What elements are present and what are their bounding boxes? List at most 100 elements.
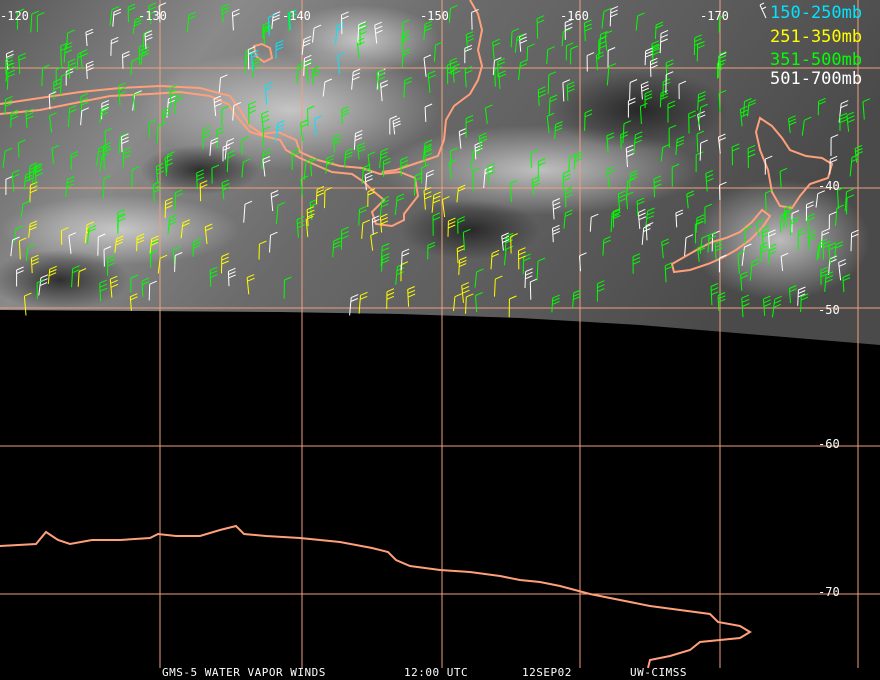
wind-barb <box>633 131 643 154</box>
wind-barb <box>661 238 670 259</box>
wind-barb <box>357 142 366 160</box>
wind-barb <box>303 157 314 180</box>
wind-barb <box>296 216 305 238</box>
wind-barb <box>231 8 240 31</box>
wind-barb <box>122 50 130 69</box>
wind-barb <box>414 172 423 196</box>
wind-barb <box>310 158 318 177</box>
wind-barb <box>162 107 171 125</box>
wind-barb <box>584 109 593 131</box>
wind-barb <box>509 180 518 202</box>
wind-barb <box>492 57 502 76</box>
wind-barb <box>401 48 411 68</box>
wind-barb <box>51 144 60 164</box>
grid-labels: -120 -130 -140 -150 -160 -170 -40 -50 -6… <box>0 9 840 599</box>
wind-barb <box>772 295 782 318</box>
wind-barb <box>551 294 560 313</box>
wind-barb <box>601 7 612 29</box>
wind-barb <box>718 254 727 273</box>
wind-barb <box>829 155 838 175</box>
wind-barb <box>800 293 809 313</box>
wind-barb <box>85 60 94 80</box>
wind-barb <box>226 150 236 173</box>
wind-barb <box>109 275 119 298</box>
wind-barb <box>314 115 322 137</box>
wind-barb <box>71 265 80 288</box>
wind-barb <box>131 166 140 188</box>
wind-barb <box>291 148 300 171</box>
wind-barb <box>5 175 14 195</box>
wind-barb <box>474 268 484 288</box>
wind-barb <box>716 59 725 79</box>
wind-barb <box>361 219 370 239</box>
wind-barb <box>303 54 312 76</box>
wind-barb <box>462 228 471 251</box>
wind-barb <box>552 198 561 220</box>
wind-barb <box>269 231 278 253</box>
wind-barb <box>862 98 871 120</box>
wind-barb <box>221 253 229 274</box>
wind-barb <box>307 105 315 127</box>
wind-barb <box>379 148 389 168</box>
wind-barb <box>379 196 390 217</box>
coastline-south-island <box>670 208 772 274</box>
coastline-east-landmass <box>381 0 484 173</box>
wind-barb <box>209 266 218 287</box>
wind-barb <box>837 186 845 209</box>
wind-barb <box>635 12 645 31</box>
wind-barb <box>241 158 251 178</box>
wind-barb <box>48 91 57 110</box>
wind-barb <box>209 137 219 156</box>
wind-barb <box>747 99 757 117</box>
wind-barb <box>570 45 578 65</box>
wind-barb <box>717 133 726 154</box>
wind-barb <box>32 162 42 183</box>
wind-barb <box>664 262 673 283</box>
wind-barb <box>465 31 474 51</box>
wind-barb <box>604 30 613 51</box>
lat-label: -70 <box>818 585 840 599</box>
wind-barb <box>694 220 703 244</box>
wind-barb <box>287 9 296 32</box>
wind-barb <box>349 294 359 316</box>
wind-barb <box>632 253 641 274</box>
wind-barb <box>325 154 334 174</box>
wind-barb <box>684 234 694 256</box>
wind-barb <box>41 64 50 87</box>
wind-barb <box>788 285 797 304</box>
wind-barb <box>114 235 124 253</box>
wind-barb <box>563 209 573 229</box>
wind-barb <box>102 142 111 161</box>
wind-barb <box>562 79 571 102</box>
wind-barb <box>67 104 77 128</box>
legend-351-500: 351-500mb <box>770 50 862 70</box>
wind-barb <box>572 289 581 308</box>
legend-barb-icon <box>759 2 767 19</box>
wind-barb <box>609 5 619 27</box>
wind-barb <box>458 256 467 275</box>
wind-barb <box>552 224 560 243</box>
wind-barb <box>157 254 168 274</box>
wind-barb <box>23 171 33 191</box>
wind-barb <box>335 22 345 45</box>
wind-barb <box>18 52 27 75</box>
wind-barb <box>68 232 77 254</box>
wind-barb <box>497 58 505 78</box>
wind-barb <box>719 181 727 201</box>
wind-barb <box>332 237 341 258</box>
wind-barb <box>130 274 139 293</box>
wind-barb <box>4 95 13 115</box>
wind-barb <box>492 38 501 61</box>
wind-barb <box>138 43 147 66</box>
wind-barb <box>164 197 173 218</box>
wind-barb <box>846 194 855 215</box>
wind-barb <box>174 189 183 211</box>
footer-caption: GMS-5 WATER VAPOR WINDS 12:00 UTC 12SEP0… <box>162 666 686 679</box>
wind-barb <box>380 80 389 102</box>
wind-barb <box>49 112 57 133</box>
wind-barb <box>364 171 373 191</box>
wind-barb <box>243 200 253 223</box>
wind-barb <box>99 152 109 172</box>
wind-barb <box>241 136 250 156</box>
